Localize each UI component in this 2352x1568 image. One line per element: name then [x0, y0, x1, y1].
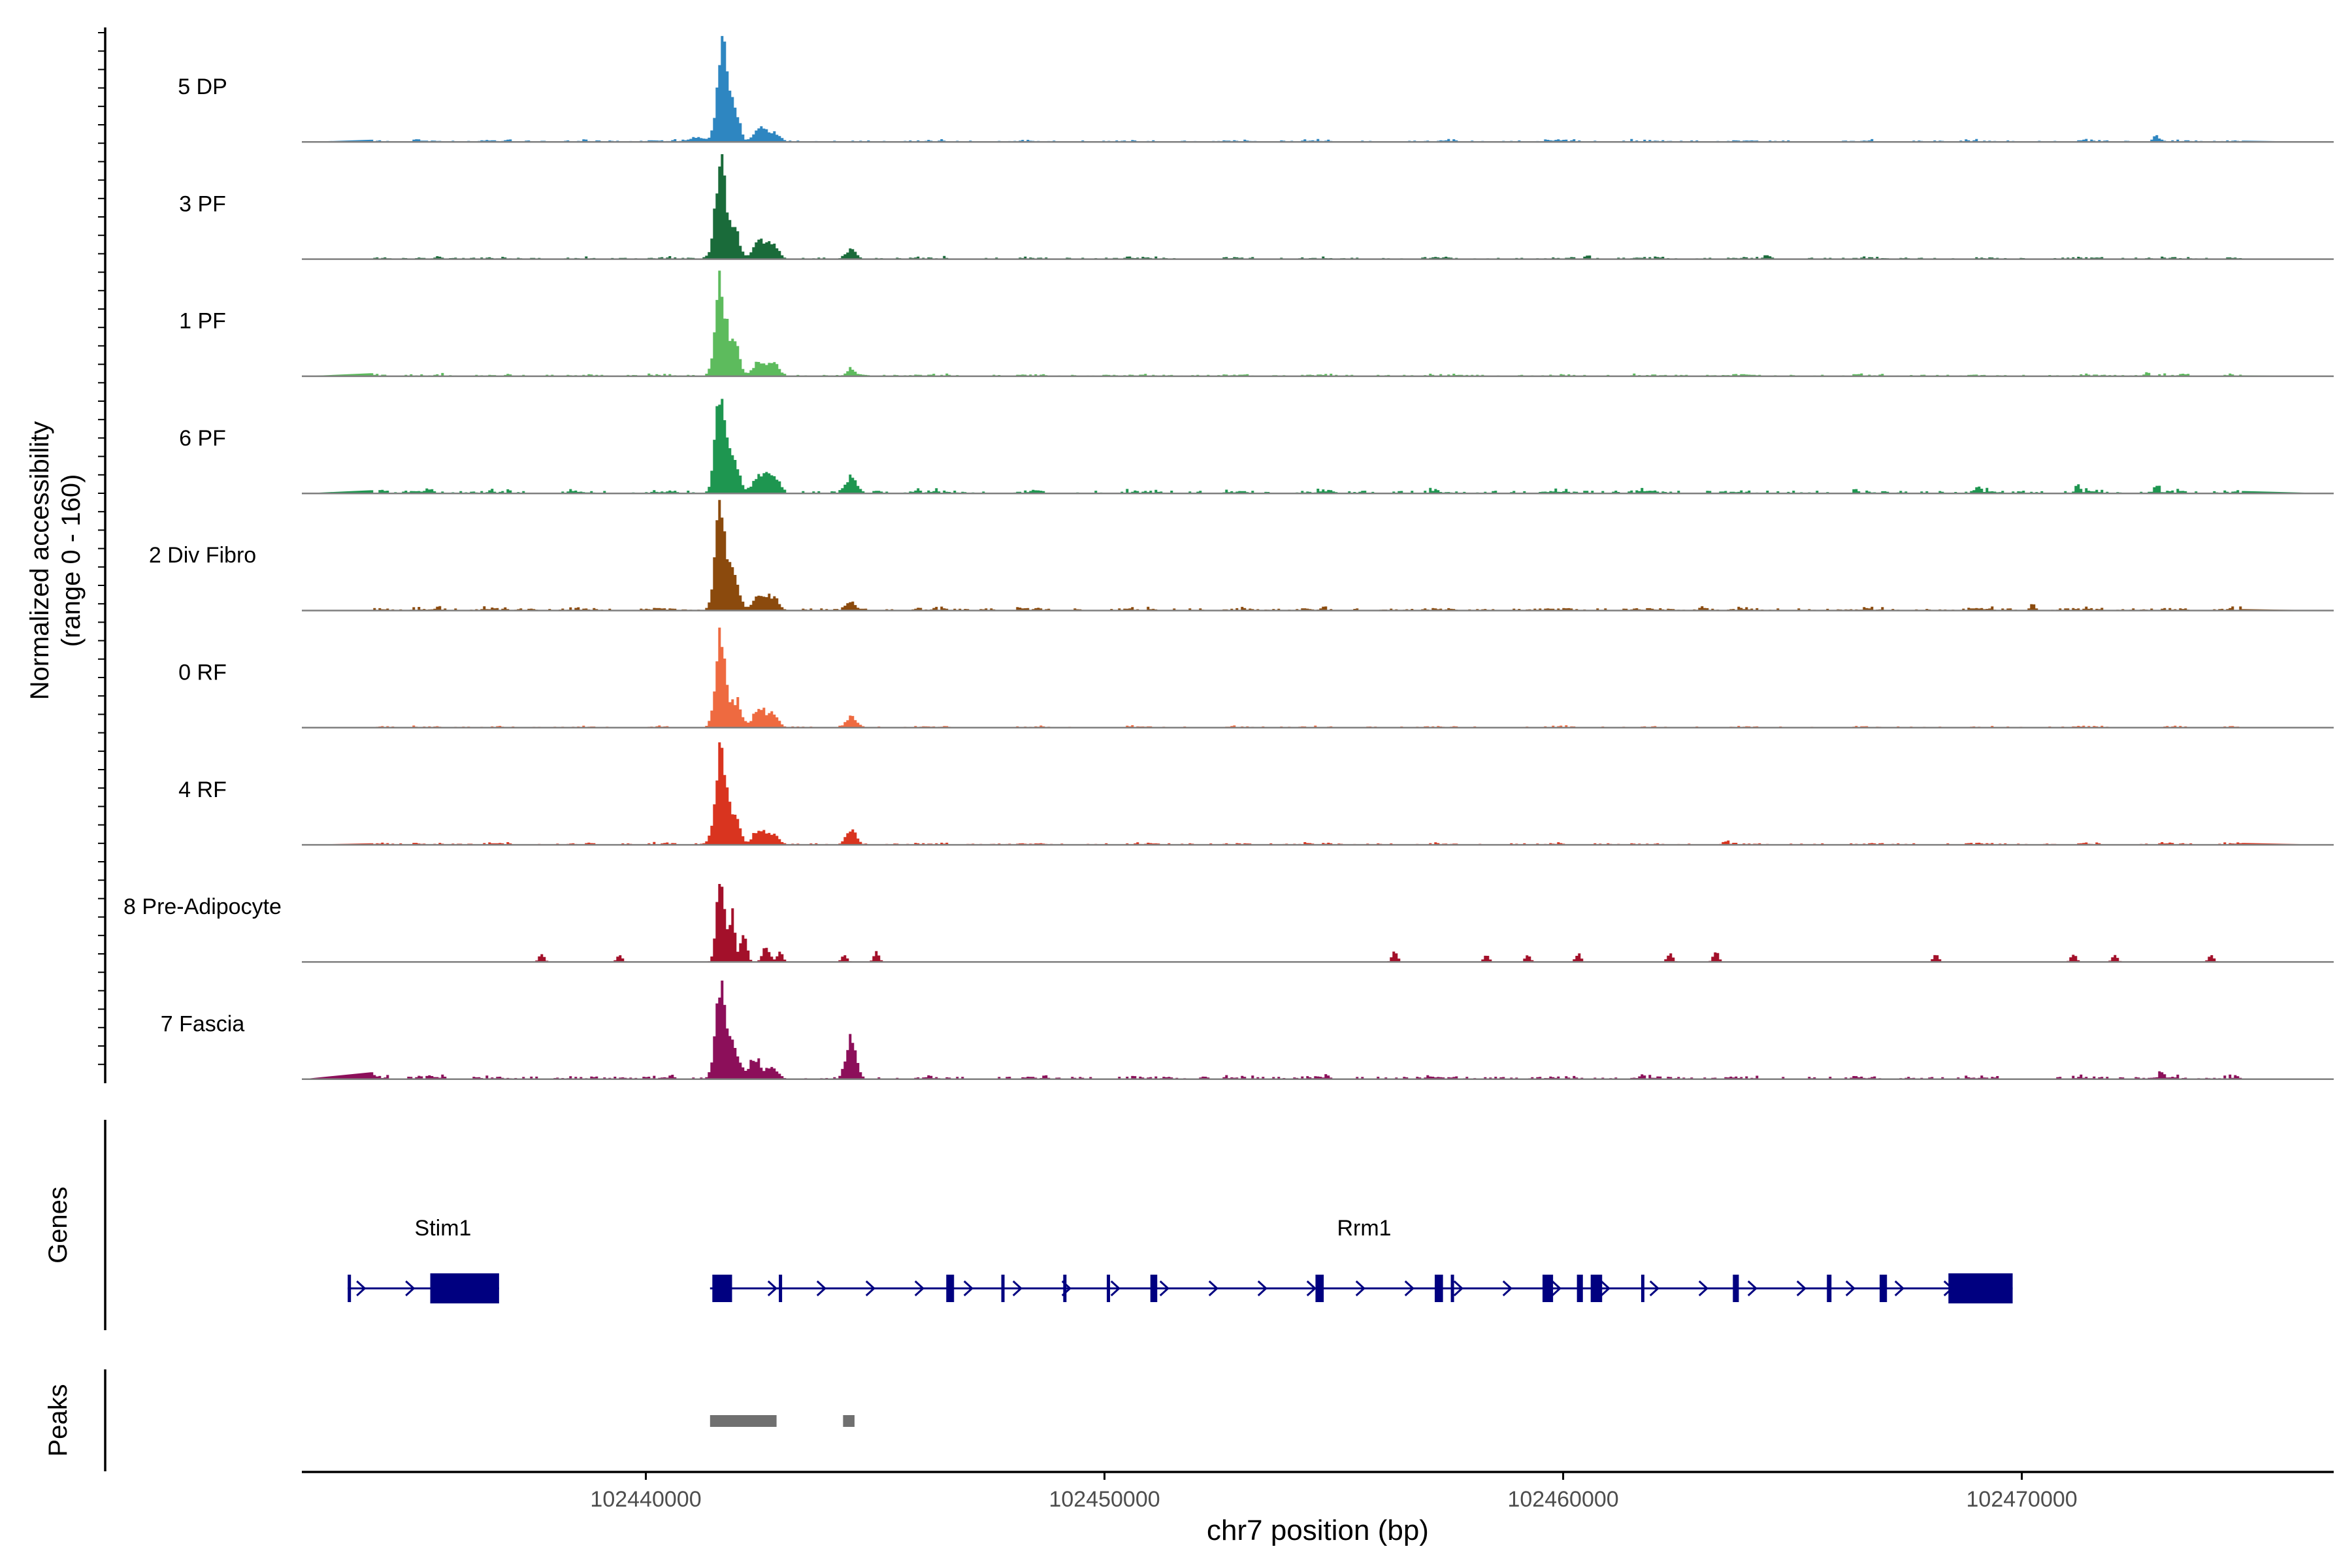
- strand-arrow: [1355, 1280, 1366, 1297]
- strand-arrow: [1012, 1280, 1023, 1297]
- strand-arrow: [1257, 1280, 1268, 1297]
- strand-arrow: [1110, 1280, 1121, 1297]
- track-label: 4 RF: [178, 777, 227, 802]
- track: 6 PF: [179, 399, 2334, 495]
- strand-arrow: [963, 1280, 974, 1297]
- gene-label: Stim1: [415, 1216, 472, 1241]
- strand-arrow: [1845, 1280, 1856, 1297]
- gene-annotations: Stim1 Rrm1: [348, 1216, 2013, 1303]
- strand-arrow: [1453, 1280, 1464, 1297]
- y-axis-range-label: (range 0 - 160): [57, 474, 86, 647]
- y-axis-label: Normalized accessibility: [25, 421, 54, 700]
- track-label: 8 Pre-Adipocyte: [123, 894, 282, 919]
- track: 4 RF: [178, 742, 2334, 846]
- track: 7 Fascia: [161, 980, 2334, 1080]
- strand-arrow: [865, 1280, 876, 1297]
- strand-arrow: [914, 1280, 925, 1297]
- strand-arrow: [1894, 1280, 1905, 1297]
- strand-arrow: [1306, 1280, 1317, 1297]
- track: 5 DP: [178, 36, 2334, 143]
- track-label: 1 PF: [179, 309, 226, 334]
- exon: [1542, 1275, 1554, 1302]
- exon: [1641, 1275, 1644, 1302]
- track-label: 5 DP: [178, 74, 227, 99]
- exon: [1576, 1275, 1583, 1302]
- strand-arrow: [1747, 1280, 1758, 1297]
- gene: Stim1: [348, 1216, 499, 1303]
- track-label: 0 RF: [178, 661, 227, 685]
- exon: [1733, 1275, 1739, 1302]
- exon: [779, 1275, 783, 1302]
- strand-arrow: [1208, 1280, 1219, 1297]
- peak-region: [710, 1415, 777, 1427]
- genes-panel-label: Genes: [44, 1186, 73, 1264]
- strand-arrow: [356, 1280, 367, 1297]
- track-label: 7 Fascia: [161, 1011, 245, 1036]
- x-tick-label: 102450000: [1049, 1487, 1160, 1512]
- peak-region: [843, 1415, 855, 1427]
- track: 8 Pre-Adipocyte: [123, 884, 2334, 963]
- exon: [1948, 1273, 2013, 1303]
- x-tick-label: 102460000: [1507, 1487, 1618, 1512]
- track: 2 Div Fibro: [149, 500, 2334, 612]
- track-label: 6 PF: [179, 426, 226, 451]
- gene-label: Rrm1: [1337, 1216, 1391, 1241]
- x-axis-label: chr7 position (bp): [1207, 1514, 1429, 1546]
- exon: [1107, 1275, 1111, 1302]
- track: 0 RF: [178, 627, 2334, 729]
- exon: [1150, 1275, 1158, 1302]
- gene: Rrm1: [710, 1216, 2013, 1303]
- exon: [946, 1275, 955, 1302]
- strand-arrow: [1159, 1280, 1170, 1297]
- exon: [1315, 1275, 1324, 1302]
- exon: [1879, 1275, 1887, 1302]
- exon: [348, 1275, 351, 1302]
- track: 1 PF: [179, 270, 2334, 378]
- exon: [1590, 1275, 1603, 1302]
- x-tick-label: 102440000: [590, 1487, 701, 1512]
- strand-arrow: [1796, 1280, 1807, 1297]
- coverage-tracks: 5 DP 3 PF 1 PF 6 PF 2 Div Fibro 0 RF 4 RF 8 Pre…: [123, 36, 2334, 1080]
- strand-arrow: [1649, 1280, 1660, 1297]
- exon: [1827, 1275, 1832, 1302]
- peaks-panel-label: Peaks: [44, 1384, 73, 1456]
- track-label: 3 PF: [179, 191, 226, 216]
- exon: [712, 1275, 732, 1302]
- peak-regions: [710, 1415, 855, 1427]
- x-tick-label: 102470000: [1967, 1487, 2078, 1512]
- strand-arrow: [1551, 1280, 1562, 1297]
- strand-arrow: [767, 1280, 778, 1297]
- x-axis: 102440000 102450000 102460000 102470000: [302, 1471, 2334, 1512]
- strand-arrow: [816, 1280, 827, 1297]
- exon: [1063, 1275, 1067, 1302]
- exon: [1435, 1275, 1443, 1302]
- exon: [1001, 1275, 1005, 1302]
- coverage-y-axis: [98, 27, 106, 1083]
- track: 3 PF: [179, 154, 2334, 260]
- strand-arrow: [1502, 1280, 1513, 1297]
- exon: [430, 1273, 499, 1303]
- strand-arrow: [1600, 1280, 1611, 1297]
- strand-arrow: [1404, 1280, 1415, 1297]
- strand-arrow: [1698, 1280, 1709, 1297]
- track-label: 2 Div Fibro: [149, 543, 256, 568]
- strand-arrow: [405, 1280, 416, 1297]
- exon: [1450, 1275, 1454, 1302]
